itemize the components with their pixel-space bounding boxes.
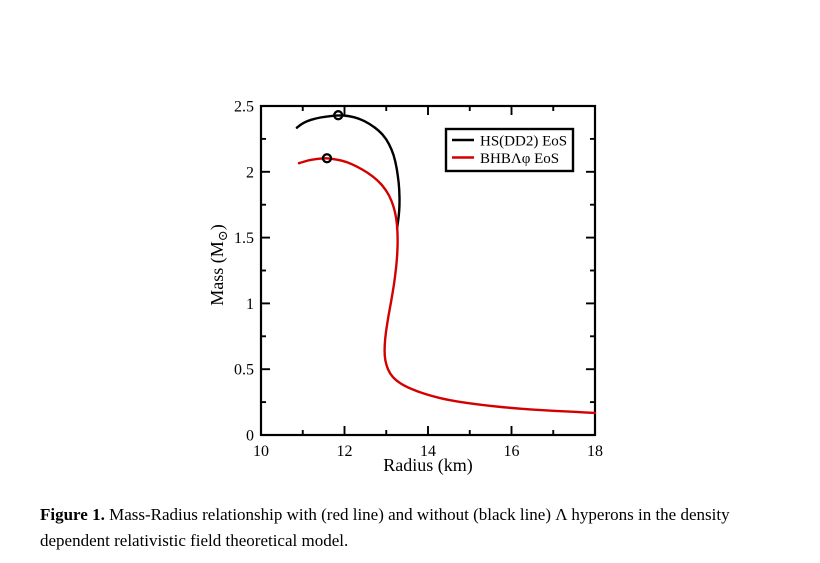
solar-mass-symbol: ⊙	[216, 230, 231, 242]
curve-bhb	[297, 157, 597, 415]
legend: HS(DD2) EoS BHBΛφ EoS	[444, 127, 575, 173]
curve-hs-dd2	[295, 114, 401, 230]
y-axis-label: Mass (M⊙)	[207, 224, 231, 305]
legend-label-hs-dd2: HS(DD2) EoS	[480, 134, 567, 150]
y-axis-label-text: Mass (M	[207, 241, 227, 306]
figure-caption-label: Figure 1.	[40, 505, 105, 524]
max-mass-marker-bhb	[321, 153, 333, 164]
y-tick-label: 2	[246, 164, 254, 181]
figure-caption: Figure 1. Mass-Radius relationship with …	[40, 502, 785, 554]
y-tick-label: 2.5	[234, 99, 254, 116]
y-axis-label-close: )	[207, 224, 227, 231]
y-tick-label: 1	[246, 296, 254, 313]
axis-ticks	[260, 105, 596, 436]
y-tick-label: 0.5	[234, 362, 254, 379]
figure-caption-text: Mass-Radius relationship with (red line)…	[40, 505, 730, 550]
data-curves	[295, 110, 597, 415]
axis-tick-labels: 10 12 14 16 18 0 0.5 1 1.5 2 2.5	[234, 99, 603, 461]
legend-label-bhb: BHBΛφ EoS	[480, 151, 559, 167]
x-axis-label: Radius (km)	[383, 455, 473, 476]
max-mass-marker-hs-dd2	[333, 110, 344, 121]
y-tick-label: 0	[246, 428, 254, 445]
x-tick-label: 16	[504, 443, 520, 460]
y-tick-label: 1.5	[234, 230, 254, 247]
x-tick-label: 18	[587, 443, 603, 460]
x-tick-label: 12	[337, 443, 353, 460]
legend-box	[444, 127, 575, 173]
x-tick-label: 10	[253, 443, 269, 460]
x-tick-label: 14	[420, 443, 436, 460]
